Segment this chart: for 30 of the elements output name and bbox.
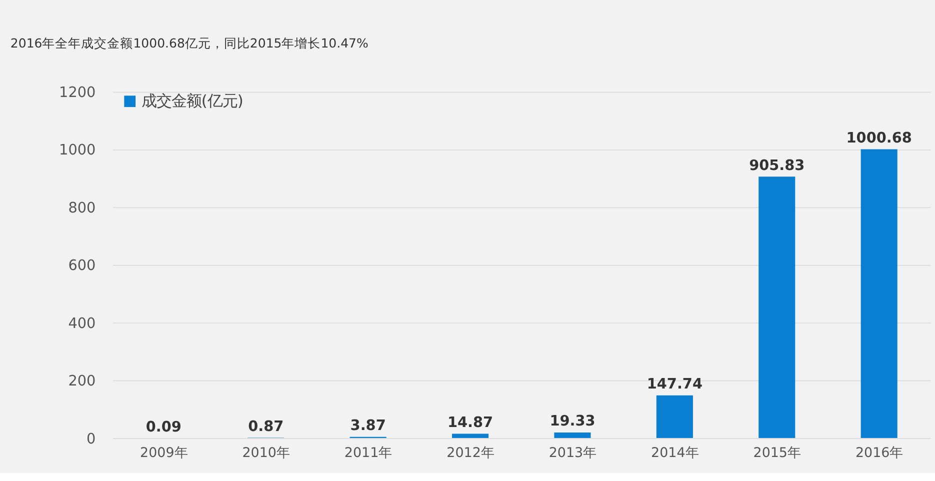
bar [452,434,489,438]
x-tick-label: 2012年 [446,446,494,461]
x-tick-label: 2015年 [753,446,801,461]
x-tick-label: 2016年 [855,446,903,461]
data-label: 147.74 [646,376,702,393]
data-label: 0.09 [146,419,182,436]
x-tick-label: 2013年 [548,446,596,461]
x-tick-label: 2011年 [344,446,392,461]
y-tick-label: 600 [68,258,96,274]
legend-label: 成交金额(亿元) [141,92,244,110]
bar [860,149,898,438]
x-tick-label: 2009年 [140,446,188,461]
data-label: 14.87 [447,415,494,431]
x-tick-label: 2014年 [651,446,698,461]
y-tick-label: 1000 [59,142,96,159]
data-label: 905.83 [749,158,805,174]
y-tick-label: 800 [68,200,96,216]
y-tick-label: 400 [68,316,96,332]
y-tick-label: 200 [68,374,96,390]
y-tick-label: 0 [86,431,96,448]
y-tick-label: 1200 [59,85,96,102]
bar [758,176,796,438]
bar [554,432,591,438]
bar [656,395,693,438]
data-label: 0.87 [248,419,284,436]
x-tick-label: 2010年 [242,446,290,461]
chart-title: 2016年全年成交金额1000.68亿元，同比2015年增长10.47% [10,35,369,50]
data-label: 19.33 [550,414,596,430]
data-label: 1000.68 [846,130,912,147]
data-label: 3.87 [350,418,386,434]
